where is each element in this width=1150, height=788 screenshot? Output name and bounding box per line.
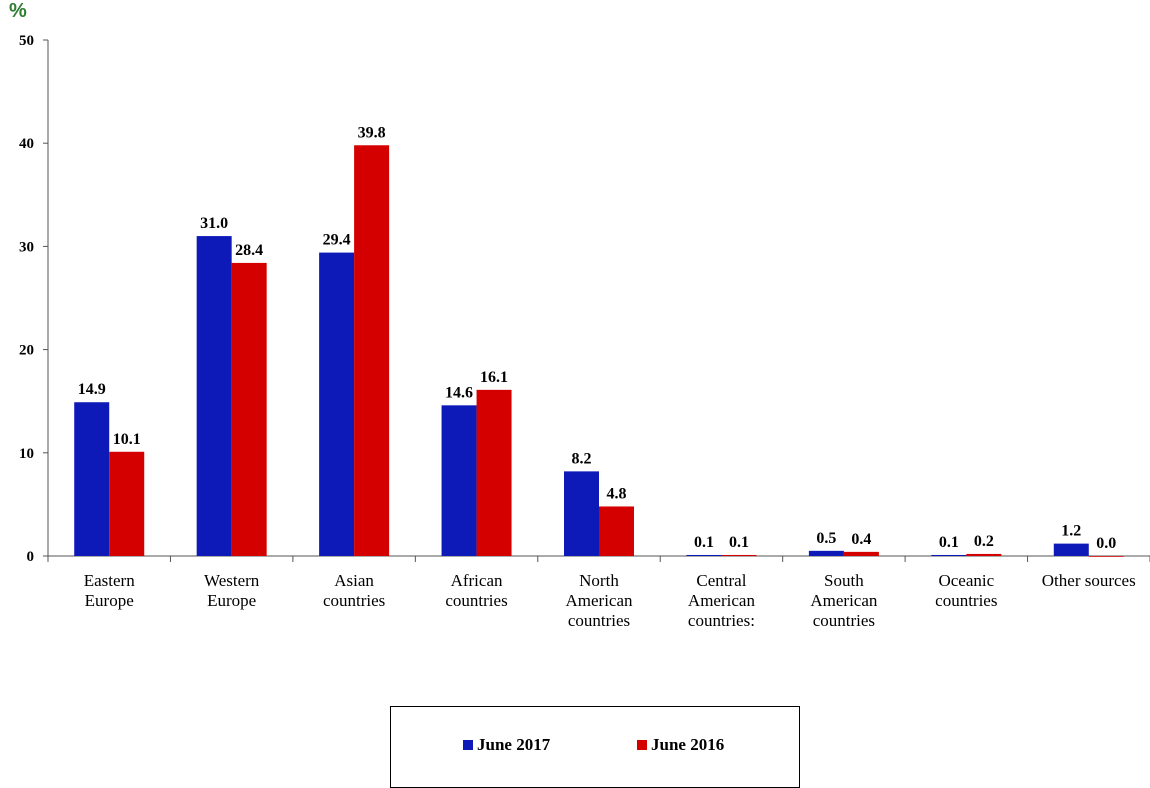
category-label-line: American xyxy=(565,591,633,610)
data-label: 14.9 xyxy=(78,381,106,398)
legend-item-2016: June 2016 xyxy=(637,735,724,755)
bar-2016 xyxy=(1088,556,1124,557)
bar-2017 xyxy=(1053,543,1089,556)
category-label: African countries xyxy=(418,571,536,611)
category-label-line: Asian xyxy=(334,571,374,590)
data-label: 31.0 xyxy=(200,215,228,232)
bar-2016 xyxy=(109,451,145,556)
data-label: 10.1 xyxy=(113,431,141,448)
category-label-line: countries: xyxy=(687,611,755,630)
category-label-line: Europe xyxy=(84,591,134,610)
category-label-line: African xyxy=(450,571,503,590)
data-label: 0.1 xyxy=(729,534,749,551)
bar-2017 xyxy=(564,471,599,556)
data-label: 8.2 xyxy=(572,450,592,467)
category-label: Oceanic countries xyxy=(907,571,1025,611)
category-label: Other sources xyxy=(1030,571,1148,591)
bar-2017 xyxy=(319,252,355,557)
legend: June 2017 June 2016 xyxy=(390,706,800,788)
category-label-line: Europe xyxy=(207,591,257,610)
y-tick-label: 20 xyxy=(19,343,34,359)
category-label-line: Central xyxy=(696,571,747,590)
data-label: 14.6 xyxy=(445,384,473,401)
category-label-line: countries xyxy=(567,611,631,630)
category-label-line: Eastern xyxy=(83,571,135,590)
category-label: Eastern Europe xyxy=(50,571,168,611)
data-label: 0.1 xyxy=(694,534,714,551)
category-label-line: Other sources xyxy=(1041,571,1136,590)
category-label-line: South xyxy=(824,571,864,590)
data-label: 0.4 xyxy=(851,531,871,548)
bar-2016 xyxy=(476,389,512,556)
data-label: 0.0 xyxy=(1096,535,1116,552)
bar-chart: 0 10 20 30 40 50 14.9 10.1 31.0 28.4 29.4 39.8 14.6 1… xyxy=(19,33,1150,565)
data-label: 1.2 xyxy=(1061,523,1081,540)
data-label: 0.2 xyxy=(974,533,994,550)
category-label-line: North xyxy=(579,571,619,590)
category-label-line: Western xyxy=(204,571,260,590)
bar-2016 xyxy=(599,506,634,556)
category-label: South American countries xyxy=(785,571,903,631)
data-label: 0.1 xyxy=(939,534,959,551)
category-label-line: American xyxy=(810,591,878,610)
legend-label-2016: June 2016 xyxy=(651,735,725,754)
y-tick-label: 0 xyxy=(27,549,35,565)
bar-2016 xyxy=(843,551,879,556)
y-axis-unit-label: % xyxy=(9,0,27,22)
legend-item-2017: June 2017 xyxy=(463,735,550,755)
category-label-line: countries xyxy=(935,591,998,610)
y-tick-label: 40 xyxy=(19,136,34,152)
bar-2016 xyxy=(354,145,390,556)
legend-swatch-2017 xyxy=(463,740,473,750)
bar-2017 xyxy=(441,405,477,556)
category-label: Asian countries xyxy=(295,571,413,611)
category-label: North American countries xyxy=(540,571,658,631)
y-tick-label: 10 xyxy=(19,446,34,462)
data-label: 28.4 xyxy=(235,242,263,259)
category-label: Central American countries: xyxy=(662,571,780,631)
bar-2017 xyxy=(931,554,967,556)
bar-2016 xyxy=(721,554,757,556)
bar-2016 xyxy=(966,553,1002,556)
data-label: 29.4 xyxy=(323,232,351,249)
category-label-line: countries xyxy=(812,611,876,630)
y-tick-label: 30 xyxy=(19,239,34,255)
bar-2017 xyxy=(74,402,110,556)
data-label: 0.5 xyxy=(816,530,836,547)
category-label-line: Oceanic xyxy=(938,571,995,590)
bar-2017 xyxy=(808,550,844,556)
category-label-line: American xyxy=(687,591,755,610)
bar-2017 xyxy=(196,236,232,556)
category-label-line: countries xyxy=(322,591,386,610)
bar-2016 xyxy=(231,262,267,556)
bar-2017 xyxy=(686,554,722,556)
data-label: 16.1 xyxy=(480,369,508,386)
y-tick-label: 50 xyxy=(19,33,34,49)
category-label-line: countries xyxy=(445,591,508,610)
legend-label-2017: June 2017 xyxy=(477,735,551,754)
data-label: 39.8 xyxy=(358,124,386,141)
category-label: Western Europe xyxy=(173,571,291,611)
legend-swatch-2016 xyxy=(637,740,647,750)
data-label: 4.8 xyxy=(607,485,627,502)
